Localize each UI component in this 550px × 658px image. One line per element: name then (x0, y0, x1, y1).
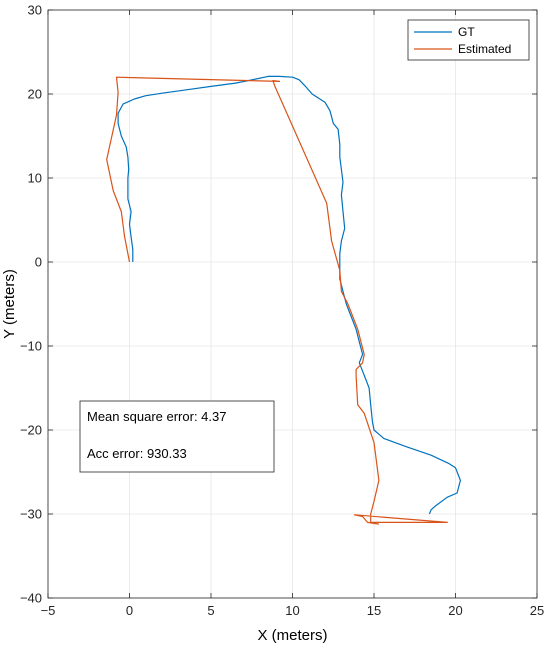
legend-label-gt: GT (458, 25, 475, 39)
y-tick-label: −10 (20, 339, 42, 354)
x-tick-label: 5 (207, 603, 214, 618)
x-tick-label: 10 (285, 603, 299, 618)
error-annotation: Mean square error: 4.37 Acc error: 930.3… (79, 400, 275, 473)
mean-square-error-text: Mean square error: 4.37 (87, 409, 226, 424)
series-line-estimated (106, 76, 448, 525)
legend: GT Estimated (407, 19, 530, 61)
axis-ticks: −5 0 5 10 15 20 25 −40 −30 −20 −10 0 10 20 30 (20, 3, 544, 619)
acc-error-text: Acc error: 930.33 (87, 446, 187, 461)
y-tick-label: 0 (35, 255, 42, 270)
x-tick-label: 0 (126, 603, 133, 618)
legend-label-estimated: Estimated (458, 42, 511, 56)
y-tick-label: −20 (20, 423, 42, 438)
y-tick-label: 10 (28, 171, 42, 186)
legend-box (407, 19, 530, 61)
y-axis-title: Y (meters) (1, 269, 18, 339)
x-tick-label: 20 (448, 603, 462, 618)
x-axis-title: X (meters) (257, 627, 327, 644)
y-tick-label: 30 (28, 3, 42, 18)
series-line-gt (117, 75, 461, 515)
x-tick-label: 15 (367, 603, 381, 618)
x-tick-label: −5 (41, 603, 56, 618)
y-tick-label: −40 (20, 591, 42, 606)
annotation-box (79, 400, 275, 473)
series-lines (106, 75, 461, 525)
y-tick-label: 20 (28, 87, 42, 102)
x-tick-label: 25 (530, 603, 544, 618)
y-tick-label: −30 (20, 507, 42, 522)
